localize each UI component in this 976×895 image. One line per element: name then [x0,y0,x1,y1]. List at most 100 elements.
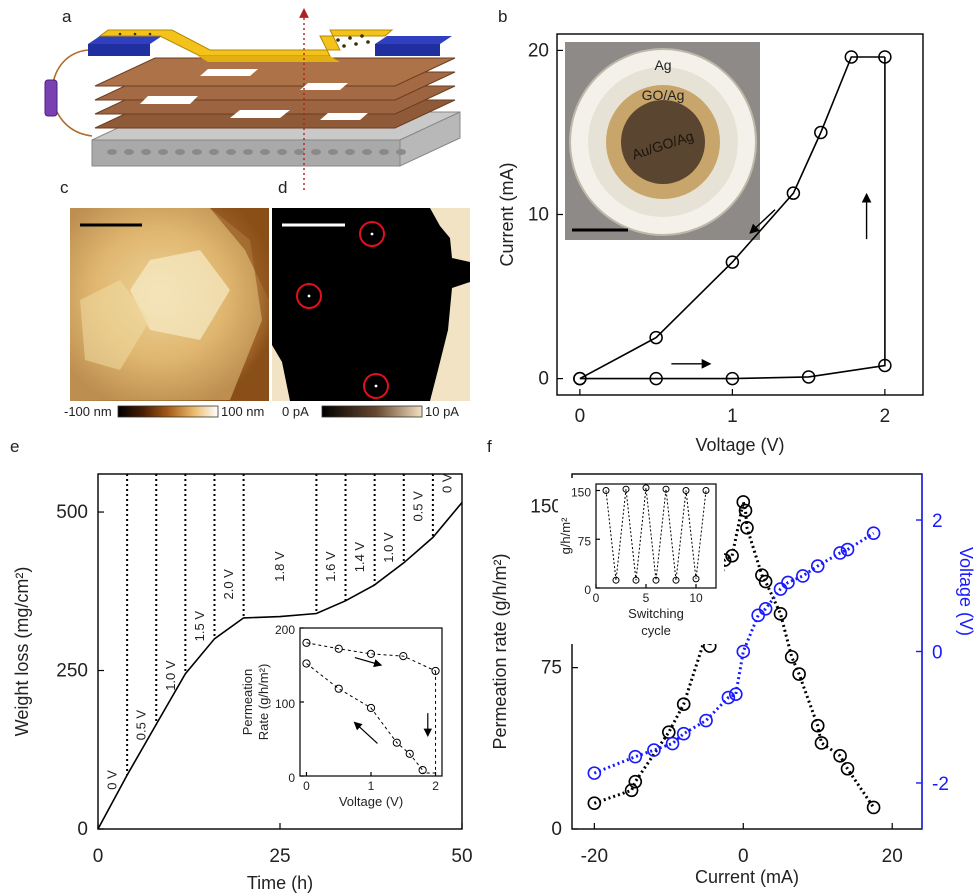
chart-f-inset-x-axis-title-line1: Switching [628,606,684,621]
chart-f-permeation-point [866,800,881,815]
chart-b-x-axis-title: Voltage (V) [695,435,784,455]
chart-f-inset-x-axis-title-line2: cycle [641,623,671,638]
chart-f-xtick-label: -20 [581,846,608,867]
chart-f-xtick-label: 20 [882,846,903,867]
panel-label-e: e [10,437,19,456]
chart-e-inset-point [392,738,401,747]
chart-b-point [725,255,740,269]
chart-e-annotation: 1.8 V [272,551,287,582]
chart-f-voltage-point [721,690,736,705]
chart-f-y2tick-label: 2 [932,511,943,532]
chart-e-inset-return [422,670,437,774]
panel-label-f: f [487,437,492,456]
chart-f-inset-point [632,576,640,584]
substrate-pore [175,149,185,155]
chart-e-inset-xtick-label: 2 [432,779,439,793]
substrate-pore [158,149,168,155]
chart-f-inset-point [622,485,630,493]
chart-f-inset-y-axis-title: g/h/m² [558,517,573,555]
chart-f-inset-frame [595,483,717,589]
chart-e-annotation: 2.0 V [221,569,236,600]
chart-e-ytick-label: 0 [77,819,88,840]
chart-f-inset-point [682,487,690,494]
substrate-pore [362,149,372,155]
chart-b-point [649,330,663,345]
chart-f-inset-xtick-label: 10 [689,591,703,605]
chart-b-ytick-label: 20 [528,40,549,61]
chart-b-ytick-label: 0 [538,369,549,390]
chart-f-ytick-label: 150 [530,496,562,517]
chart-e-inset-point [334,644,343,653]
panel-label-c: c [60,178,69,197]
chart-e-inset-x-axis-title: Voltage (V) [339,794,403,809]
substrate-pore [141,149,151,155]
substrate-pore [209,149,219,155]
chart-f-voltage-point [796,569,810,583]
colorbar-afm: -100 nm 100 nm [64,404,264,419]
chart-f-ytick-label: 0 [551,819,562,840]
chart-f-permeation-point [624,783,639,798]
chart-f-inset-ytick-label: 75 [578,534,592,548]
chart-b-xtick-label: 1 [727,406,738,427]
chart-e-inset-arrow-back [353,721,378,744]
chart-f-inset-xtick-label: 0 [593,591,600,605]
chart-e-inset-point [334,684,343,693]
current-map-image [272,208,470,401]
chart-e-annotation: 1.6 V [323,551,338,582]
chart-b-point [814,125,828,140]
chart-f-permeation-point [736,495,751,509]
chart-f-voltage-point [751,608,765,623]
substrate-pore [294,149,304,155]
chart-f-voltage-point [736,644,751,659]
chart-f-voltage-point [810,559,825,573]
chart-e-x-axis-title: Time (h) [247,873,313,893]
chart-e-inset-arrow-forward [354,657,383,668]
chart-e-inset-point [405,749,414,758]
chart-e-inset-xtick-label: 0 [303,779,310,793]
chart-f-permeation-point [628,774,643,789]
panel-label-a: a [62,7,72,26]
chart-f-voltage-line [593,531,875,775]
chart-e-inset-point [399,652,408,661]
chart-e-inset-ytick-label: 200 [275,623,295,637]
chart-e-annotation: 1.0 V [381,532,396,563]
chart-e-annotation: 1.5 V [192,611,207,642]
substrate-pore [260,149,270,155]
chart-e-inset-background [298,620,448,782]
chart-f-y2tick-label: -2 [932,774,949,795]
chart-f-permeation-point [833,749,847,763]
chart-e-inset-ytick-label: 0 [288,771,295,785]
chart-f-permeation-point [773,607,788,621]
chart-e-inset-point [302,659,311,668]
colorbar-current: 0 pA 10 pA [282,404,459,419]
chart-e-y-axis-title: Weight loss (mg/cm²) [12,567,32,737]
chart-b-point [573,371,587,386]
chart-e-xtick-label: 0 [93,846,104,867]
substrate-pore [379,149,389,155]
chart-b-ytick-label: 10 [528,205,549,226]
chart-f-inset-point [692,575,700,583]
chart-f-permeation-point [738,503,753,518]
chart-f-ytick-label: 75 [541,658,562,679]
chart-b-xtick-label: 0 [575,406,586,427]
chart-e-annotation: 0.5 V [410,491,425,522]
colorbar-afm-min: -100 nm [64,404,112,419]
substrate-pore [107,149,117,155]
substrate-pore [311,149,321,155]
chart-e-annotation: 0 V [439,473,454,493]
afm-topography-image [70,208,269,401]
chart-f-inset-ytick-label: 150 [571,486,591,500]
chart-f-voltage-point [628,749,643,764]
chart-f-inset-point [652,576,660,584]
chart-e-inset-point [418,765,427,775]
substrate-pore [192,149,202,155]
chart-f-permeation-point [662,725,676,739]
chart-f-inset-point [672,576,680,584]
chart-f-voltage-point [866,526,881,540]
chart-e-inset-point [431,666,440,676]
substrate-pore [328,149,338,155]
chart-f-xtick-label: 0 [738,846,749,867]
